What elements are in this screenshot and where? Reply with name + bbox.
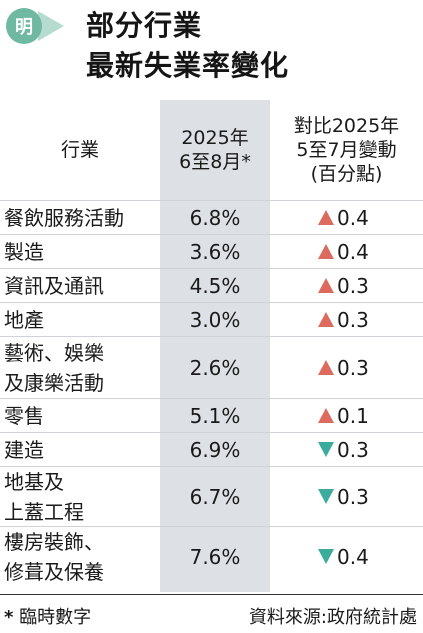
unemployment-rate: 6.9% xyxy=(189,437,241,462)
change-value: 0.4 xyxy=(337,205,369,230)
unemployment-rate: 3.6% xyxy=(189,239,241,264)
rate-column-shade xyxy=(160,100,270,592)
unemployment-rate: 7.6% xyxy=(189,544,241,569)
triangle-up-icon xyxy=(318,278,334,293)
unemployment-rate: 3.0% xyxy=(189,307,241,332)
header-change-line-1: 對比2025年 xyxy=(293,115,400,137)
table-row: 建造 6.9% 0.3 xyxy=(0,432,423,466)
industry-name-line-2: 上蓋工程 xyxy=(4,499,84,524)
industry-name-line-1: 餐飲服務活動 xyxy=(4,205,124,230)
logo-badge: 明 xyxy=(6,8,42,44)
page-title: 部分行業 最新失業率變化 xyxy=(86,6,289,86)
industry-name: 製造 xyxy=(4,235,160,268)
industry-name: 地產 xyxy=(4,303,160,336)
header-change-line-2: 5至7月變動 xyxy=(296,139,397,161)
industry-name-line-1: 地基及 xyxy=(4,469,64,494)
rate-change: 0.3 xyxy=(318,337,418,398)
change-value: 0.4 xyxy=(337,239,369,264)
industry-name-line-2: 及康樂活動 xyxy=(4,370,104,395)
header-rate-line-1: 2025年 xyxy=(181,127,249,149)
table-row: 樓房裝飾、修葺及保養 7.6% 0.4 xyxy=(0,526,423,586)
table-row: 製造 3.6% 0.4 xyxy=(0,234,423,268)
table-row: 藝術、娛樂及康樂活動 2.6% 0.3 xyxy=(0,336,423,398)
title-line-2: 最新失業率變化 xyxy=(86,49,290,82)
triangle-up-icon xyxy=(318,360,334,375)
industry-name: 資訊及通訊 xyxy=(4,269,160,302)
industry-name-line-1: 藝術、娛樂 xyxy=(4,340,104,365)
industry-name: 地基及 上蓋工程 xyxy=(4,467,160,526)
industry-name-line-1: 樓房裝飾、 xyxy=(4,529,104,554)
footnote-star: * xyxy=(4,607,14,628)
footer: * 臨時數字 資料來源:政府統計處 xyxy=(0,594,423,633)
change-value: 0.4 xyxy=(337,544,369,569)
rate-change: 0.3 xyxy=(318,467,418,526)
industry-name: 樓房裝飾、修葺及保養 xyxy=(4,527,160,586)
header-rate-line-2: 6至8月* xyxy=(179,151,251,173)
change-value: 0.3 xyxy=(337,355,369,380)
industry-name-line-2: 修葺及保養 xyxy=(4,559,104,584)
source-note: 資料來源:政府統計處 xyxy=(248,607,417,628)
industry-name: 藝術、娛樂及康樂活動 xyxy=(4,337,160,398)
header-rate: 2025年 6至8月* xyxy=(160,100,270,200)
triangle-up-icon xyxy=(318,210,334,225)
logo-arrow-icon xyxy=(38,11,64,41)
table-row: 餐飲服務活動 6.8% 0.4 xyxy=(0,200,423,234)
header-industry: 行業 xyxy=(60,139,99,161)
triangle-up-icon xyxy=(318,244,334,259)
header-change-line-3: (百分點) xyxy=(310,163,383,185)
unemployment-rate: 2.6% xyxy=(189,355,241,380)
change-value: 0.3 xyxy=(337,307,369,332)
header: 明 部分行業 最新失業率變化 xyxy=(0,0,423,100)
industry-name: 零售 xyxy=(4,399,160,432)
triangle-down-icon xyxy=(318,549,334,564)
triangle-up-icon xyxy=(318,408,334,423)
unemployment-rate: 4.5% xyxy=(189,273,241,298)
unemployment-rate: 6.7% xyxy=(189,484,241,509)
industry-name-line-1: 建造 xyxy=(4,437,44,462)
rate-change: 0.1 xyxy=(318,399,418,432)
rate-change: 0.3 xyxy=(318,433,418,466)
industry-name-line-1: 零售 xyxy=(4,403,44,428)
industry-name: 建造 xyxy=(4,433,160,466)
industry-name: 餐飲服務活動 xyxy=(4,201,160,234)
brand-logo: 明 xyxy=(6,8,80,44)
unemployment-rate: 6.8% xyxy=(189,205,241,230)
industry-name-line-1: 地產 xyxy=(4,307,44,332)
triangle-down-icon xyxy=(318,489,334,504)
table-row: 零售 5.1% 0.1 xyxy=(0,398,423,432)
header-change: 對比2025年 5至7月變動 (百分點) xyxy=(270,100,423,200)
change-value: 0.3 xyxy=(337,484,369,509)
rate-change: 0.4 xyxy=(318,235,418,268)
rate-change: 0.4 xyxy=(318,201,418,234)
title-line-1: 部分行業 xyxy=(86,9,203,42)
table-row: 地產 3.0% 0.3 xyxy=(0,302,423,336)
table-header: 行業 2025年 6至8月* 對比2025年 5至7月變動 (百分點) xyxy=(0,100,423,200)
unemployment-rate: 5.1% xyxy=(189,403,241,428)
change-value: 0.1 xyxy=(337,403,369,428)
triangle-down-icon xyxy=(318,442,334,457)
change-value: 0.3 xyxy=(337,273,369,298)
table-row: 地基及上蓋工程 6.7% 0.3 xyxy=(0,466,423,526)
footnote-text: 臨時數字 xyxy=(19,607,92,628)
rate-change: 0.3 xyxy=(318,269,418,302)
footnote: * 臨時數字 xyxy=(4,603,91,629)
industry-name-line-1: 資訊及通訊 xyxy=(4,273,104,298)
table-row: 資訊及通訊 4.5% 0.3 xyxy=(0,268,423,302)
triangle-up-icon xyxy=(318,312,334,327)
rate-change: 0.4 xyxy=(318,527,418,586)
rate-change: 0.3 xyxy=(318,303,418,336)
industry-name-line-1: 製造 xyxy=(4,239,44,264)
change-value: 0.3 xyxy=(337,437,369,462)
